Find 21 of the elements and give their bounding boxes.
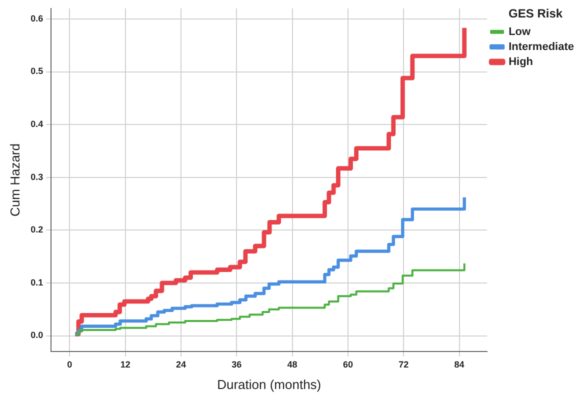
- y-tick-label: 0.4: [30, 119, 44, 130]
- x-tick-label: 48: [287, 359, 298, 370]
- y-tick-label: 0.1: [30, 277, 44, 288]
- legend-label: Low: [508, 26, 532, 38]
- x-tick-label: 24: [176, 359, 186, 370]
- y-axis-title: Cum Hazard: [7, 144, 22, 216]
- y-tick-label: 0.3: [30, 172, 44, 182]
- legend-label: High: [508, 56, 534, 68]
- x-tick-label: 72: [398, 359, 409, 370]
- legend-label: Intermediate: [508, 40, 574, 53]
- y-tick-label: 0.0: [30, 330, 44, 340]
- y-tick-label: 0.5: [30, 66, 44, 76]
- y-tick-label: 0.2: [30, 224, 44, 235]
- x-axis-title: Duration (months): [217, 376, 322, 392]
- x-tick-label: 84: [454, 359, 464, 370]
- x-tick-label: 60: [342, 359, 353, 370]
- x-tick-label: 36: [232, 359, 242, 370]
- x-tick-label: 0: [67, 359, 72, 370]
- x-tick-label: 12: [120, 359, 130, 370]
- legend-title: GES Risk: [508, 6, 563, 20]
- y-tick-label: 0.6: [30, 13, 44, 24]
